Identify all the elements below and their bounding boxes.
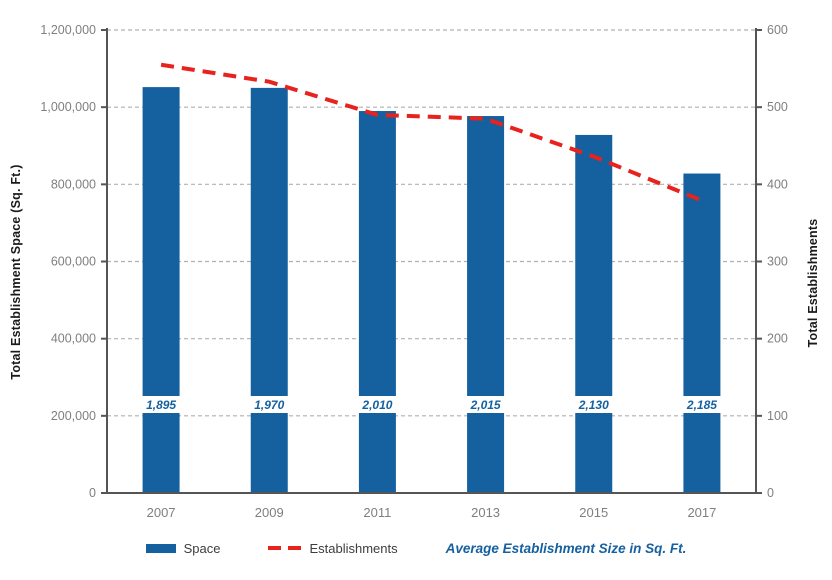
bar-value-label: 2,185	[686, 398, 717, 412]
chart-legend: Space Establishments Average Establishme…	[0, 537, 832, 559]
bar-label-band	[139, 396, 184, 413]
legend-item-space: Space	[145, 540, 221, 556]
bar-label-band	[679, 396, 724, 413]
x-axis-label-2009: 2009	[255, 505, 284, 520]
bar-value-label: 2,130	[578, 398, 609, 412]
bar-value-label: 1,970	[254, 398, 284, 412]
right-axis-tick-label: 200	[767, 332, 788, 346]
right-axis-tick-label: 100	[767, 409, 788, 423]
bar-label-band	[247, 396, 292, 413]
right-axis-tick-label: 300	[767, 255, 788, 269]
dash-segment	[268, 546, 282, 550]
bar-value-label: 1,895	[146, 398, 176, 412]
left-axis-tick-label: 400,000	[51, 332, 96, 346]
dash-segment	[288, 546, 302, 550]
left-axis-tick-label: 600,000	[51, 255, 96, 269]
legend-item-establishments: Establishments	[268, 540, 398, 556]
space-swatch-icon	[145, 543, 176, 553]
left-axis-tick-label: 0	[89, 486, 96, 500]
left-axis-tick-label: 800,000	[51, 177, 96, 191]
left-axis-tick-label: 200,000	[51, 409, 96, 423]
right-axis-tick-label: 400	[767, 177, 788, 191]
right-axis-tick-label: 500	[767, 100, 788, 114]
bar-value-label: 2,010	[361, 398, 392, 412]
bar-space-2015	[575, 134, 613, 494]
bar-label-band	[463, 396, 508, 413]
left-axis-tick-label: 1,000,000	[40, 100, 96, 114]
x-axis-label-2007: 2007	[147, 505, 176, 520]
establishments-line	[160, 62, 703, 203]
x-axis-label-2015: 2015	[579, 505, 608, 520]
bar-space-2011	[358, 111, 396, 494]
bar-space-2009	[250, 87, 288, 493]
bar-label-band	[355, 396, 400, 413]
left-axis-tick-label: 1,200,000	[40, 23, 96, 37]
x-axis-label-2013: 2013	[471, 505, 500, 520]
establishments-dash-icon	[268, 546, 302, 550]
space-legend-label: Space	[183, 540, 221, 556]
bar-space-2013	[467, 116, 505, 493]
right-axis-tick-label: 600	[767, 23, 788, 37]
bar-label-band	[571, 396, 616, 413]
establishments-legend-label: Establishments	[309, 540, 398, 556]
x-axis-label-2011: 2011	[363, 505, 391, 520]
right-axis-tick-label: 0	[767, 486, 774, 500]
bar-value-label: 2,015	[470, 398, 501, 412]
bar-space-2007	[142, 87, 180, 493]
x-axis-label-2017: 2017	[687, 505, 716, 520]
bar-space-2017	[683, 173, 721, 493]
average-size-note: Average Establishment Size in Sq. Ft.	[445, 540, 687, 556]
